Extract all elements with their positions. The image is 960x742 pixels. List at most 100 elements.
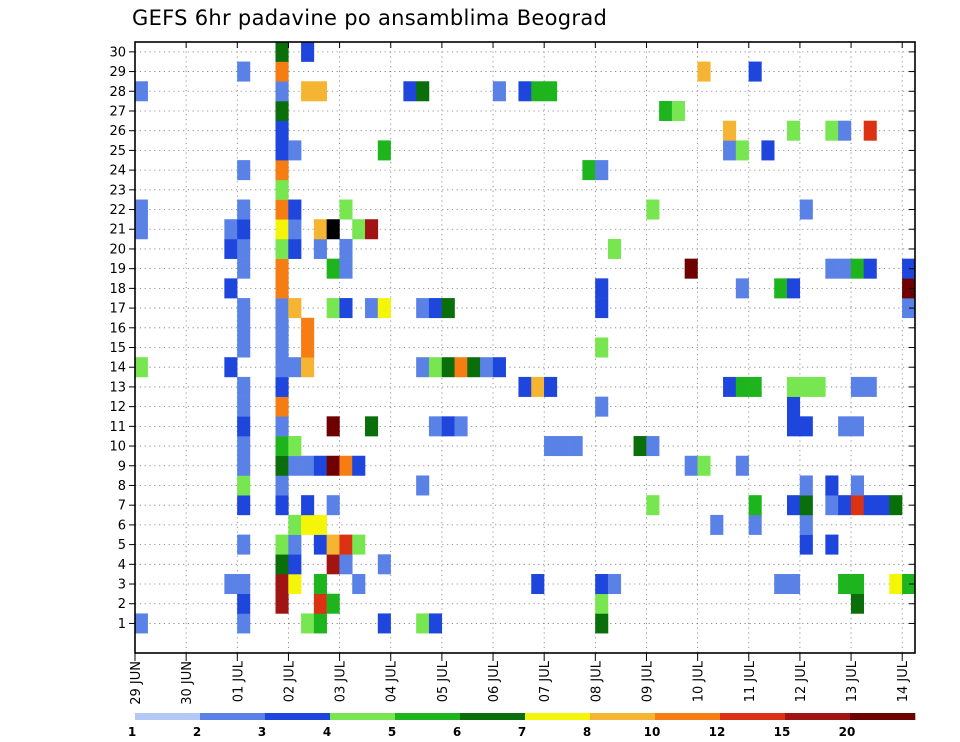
precip-cell <box>416 613 430 634</box>
precip-cell <box>288 534 302 555</box>
precip-cell <box>326 593 340 614</box>
precip-cell <box>275 199 289 220</box>
y-tick-label: 4 <box>118 558 126 573</box>
precip-cell <box>237 534 251 555</box>
legend-label: 6 <box>453 725 461 739</box>
precip-cell <box>799 475 813 496</box>
precip-cell <box>428 298 443 319</box>
precip-cell <box>313 219 327 240</box>
precip-cell <box>275 238 289 259</box>
precip-cell <box>518 81 532 102</box>
precip-cell <box>633 436 647 457</box>
precip-cell <box>301 357 315 378</box>
precip-cell <box>134 219 148 240</box>
gridlines <box>134 42 915 653</box>
precip-cell <box>275 179 289 200</box>
precip-cell <box>786 416 801 437</box>
precip-cell <box>556 436 570 457</box>
precip-cell <box>288 298 302 319</box>
precip-cell <box>825 258 839 279</box>
precip-cell <box>416 475 430 496</box>
precip-cell <box>723 376 737 397</box>
precip-cell <box>275 475 289 496</box>
precip-cell <box>365 416 379 437</box>
precip-cell <box>863 495 877 516</box>
y-tick-label: 27 <box>109 104 126 119</box>
legend-label: 10 <box>644 725 661 739</box>
precip-cell <box>224 574 238 595</box>
precip-cell <box>275 219 289 240</box>
precip-cell <box>301 337 315 358</box>
color-legend: 1 2 3 4 5 6 7 8 10 12 15 20 <box>128 713 916 739</box>
precip-cell <box>365 219 379 240</box>
y-tick-label: 11 <box>109 420 126 435</box>
precip-cell <box>454 416 468 437</box>
precip-cell <box>786 574 801 595</box>
precip-cell <box>595 160 609 181</box>
y-tick-label: 3 <box>118 578 126 593</box>
precip-cell <box>275 593 289 614</box>
precip-cell <box>748 376 762 397</box>
precip-cell <box>237 475 251 496</box>
precip-cell <box>326 455 340 476</box>
precip-cell <box>275 337 289 358</box>
precip-cell <box>275 396 289 417</box>
y-tick-label: 17 <box>109 302 126 317</box>
legend-swatch <box>785 713 851 720</box>
precip-cell <box>825 120 839 141</box>
legend-swatch <box>135 713 201 720</box>
precip-cell <box>326 416 340 437</box>
x-tick-label: 29 JUN <box>129 661 144 705</box>
precip-cell <box>761 140 775 161</box>
precip-cell <box>735 140 749 161</box>
precip-cell <box>889 574 903 595</box>
precip-cell <box>224 238 238 259</box>
y-axis: 1234567891011121314151617181920212223242… <box>109 45 915 632</box>
precip-cell <box>863 376 877 397</box>
precip-cell <box>607 574 622 595</box>
precip-cell <box>237 593 251 614</box>
y-tick-label: 9 <box>118 459 126 474</box>
legend-label: 4 <box>323 725 331 739</box>
precip-cell <box>902 278 916 299</box>
x-tick-label: 06 JUL <box>487 660 502 702</box>
precip-cell <box>799 199 813 220</box>
x-tick-label: 12 JUL <box>794 660 809 702</box>
legend-label: 1 <box>128 725 136 739</box>
precip-cell <box>339 258 353 279</box>
precip-cell <box>428 416 443 437</box>
precip-cell <box>838 495 852 516</box>
precip-cell <box>313 514 327 535</box>
precip-cell <box>134 199 148 220</box>
legend-label: 5 <box>388 725 396 739</box>
precip-cell <box>863 120 877 141</box>
legend-swatch <box>590 713 656 720</box>
precip-cell <box>326 298 340 319</box>
precip-cell <box>237 376 251 397</box>
y-tick-label: 1 <box>118 617 126 632</box>
precip-cell <box>275 140 289 161</box>
precip-cell <box>544 376 558 397</box>
precip-cell <box>838 120 852 141</box>
x-tick-label: 03 JUL <box>334 660 349 702</box>
precip-cell <box>850 475 865 496</box>
legend-swatch <box>265 713 331 720</box>
y-tick-label: 7 <box>118 499 126 514</box>
precip-cell <box>646 199 660 220</box>
precip-cell <box>301 41 315 62</box>
precip-cell <box>339 554 353 575</box>
y-tick-label: 24 <box>109 164 126 179</box>
heatmap-cells <box>134 41 916 634</box>
legend-swatch <box>330 713 396 720</box>
legend-swatch <box>850 713 916 720</box>
y-tick-label: 25 <box>109 144 126 159</box>
precip-cell <box>301 455 315 476</box>
precip-cell <box>339 298 353 319</box>
precip-cell <box>377 140 391 161</box>
precip-cell <box>416 357 430 378</box>
precip-cell <box>684 455 698 476</box>
precip-cell <box>595 278 609 299</box>
precip-cell <box>416 298 430 319</box>
legend-label: 3 <box>258 725 266 739</box>
x-tick-label: 11 JUL <box>743 660 758 702</box>
